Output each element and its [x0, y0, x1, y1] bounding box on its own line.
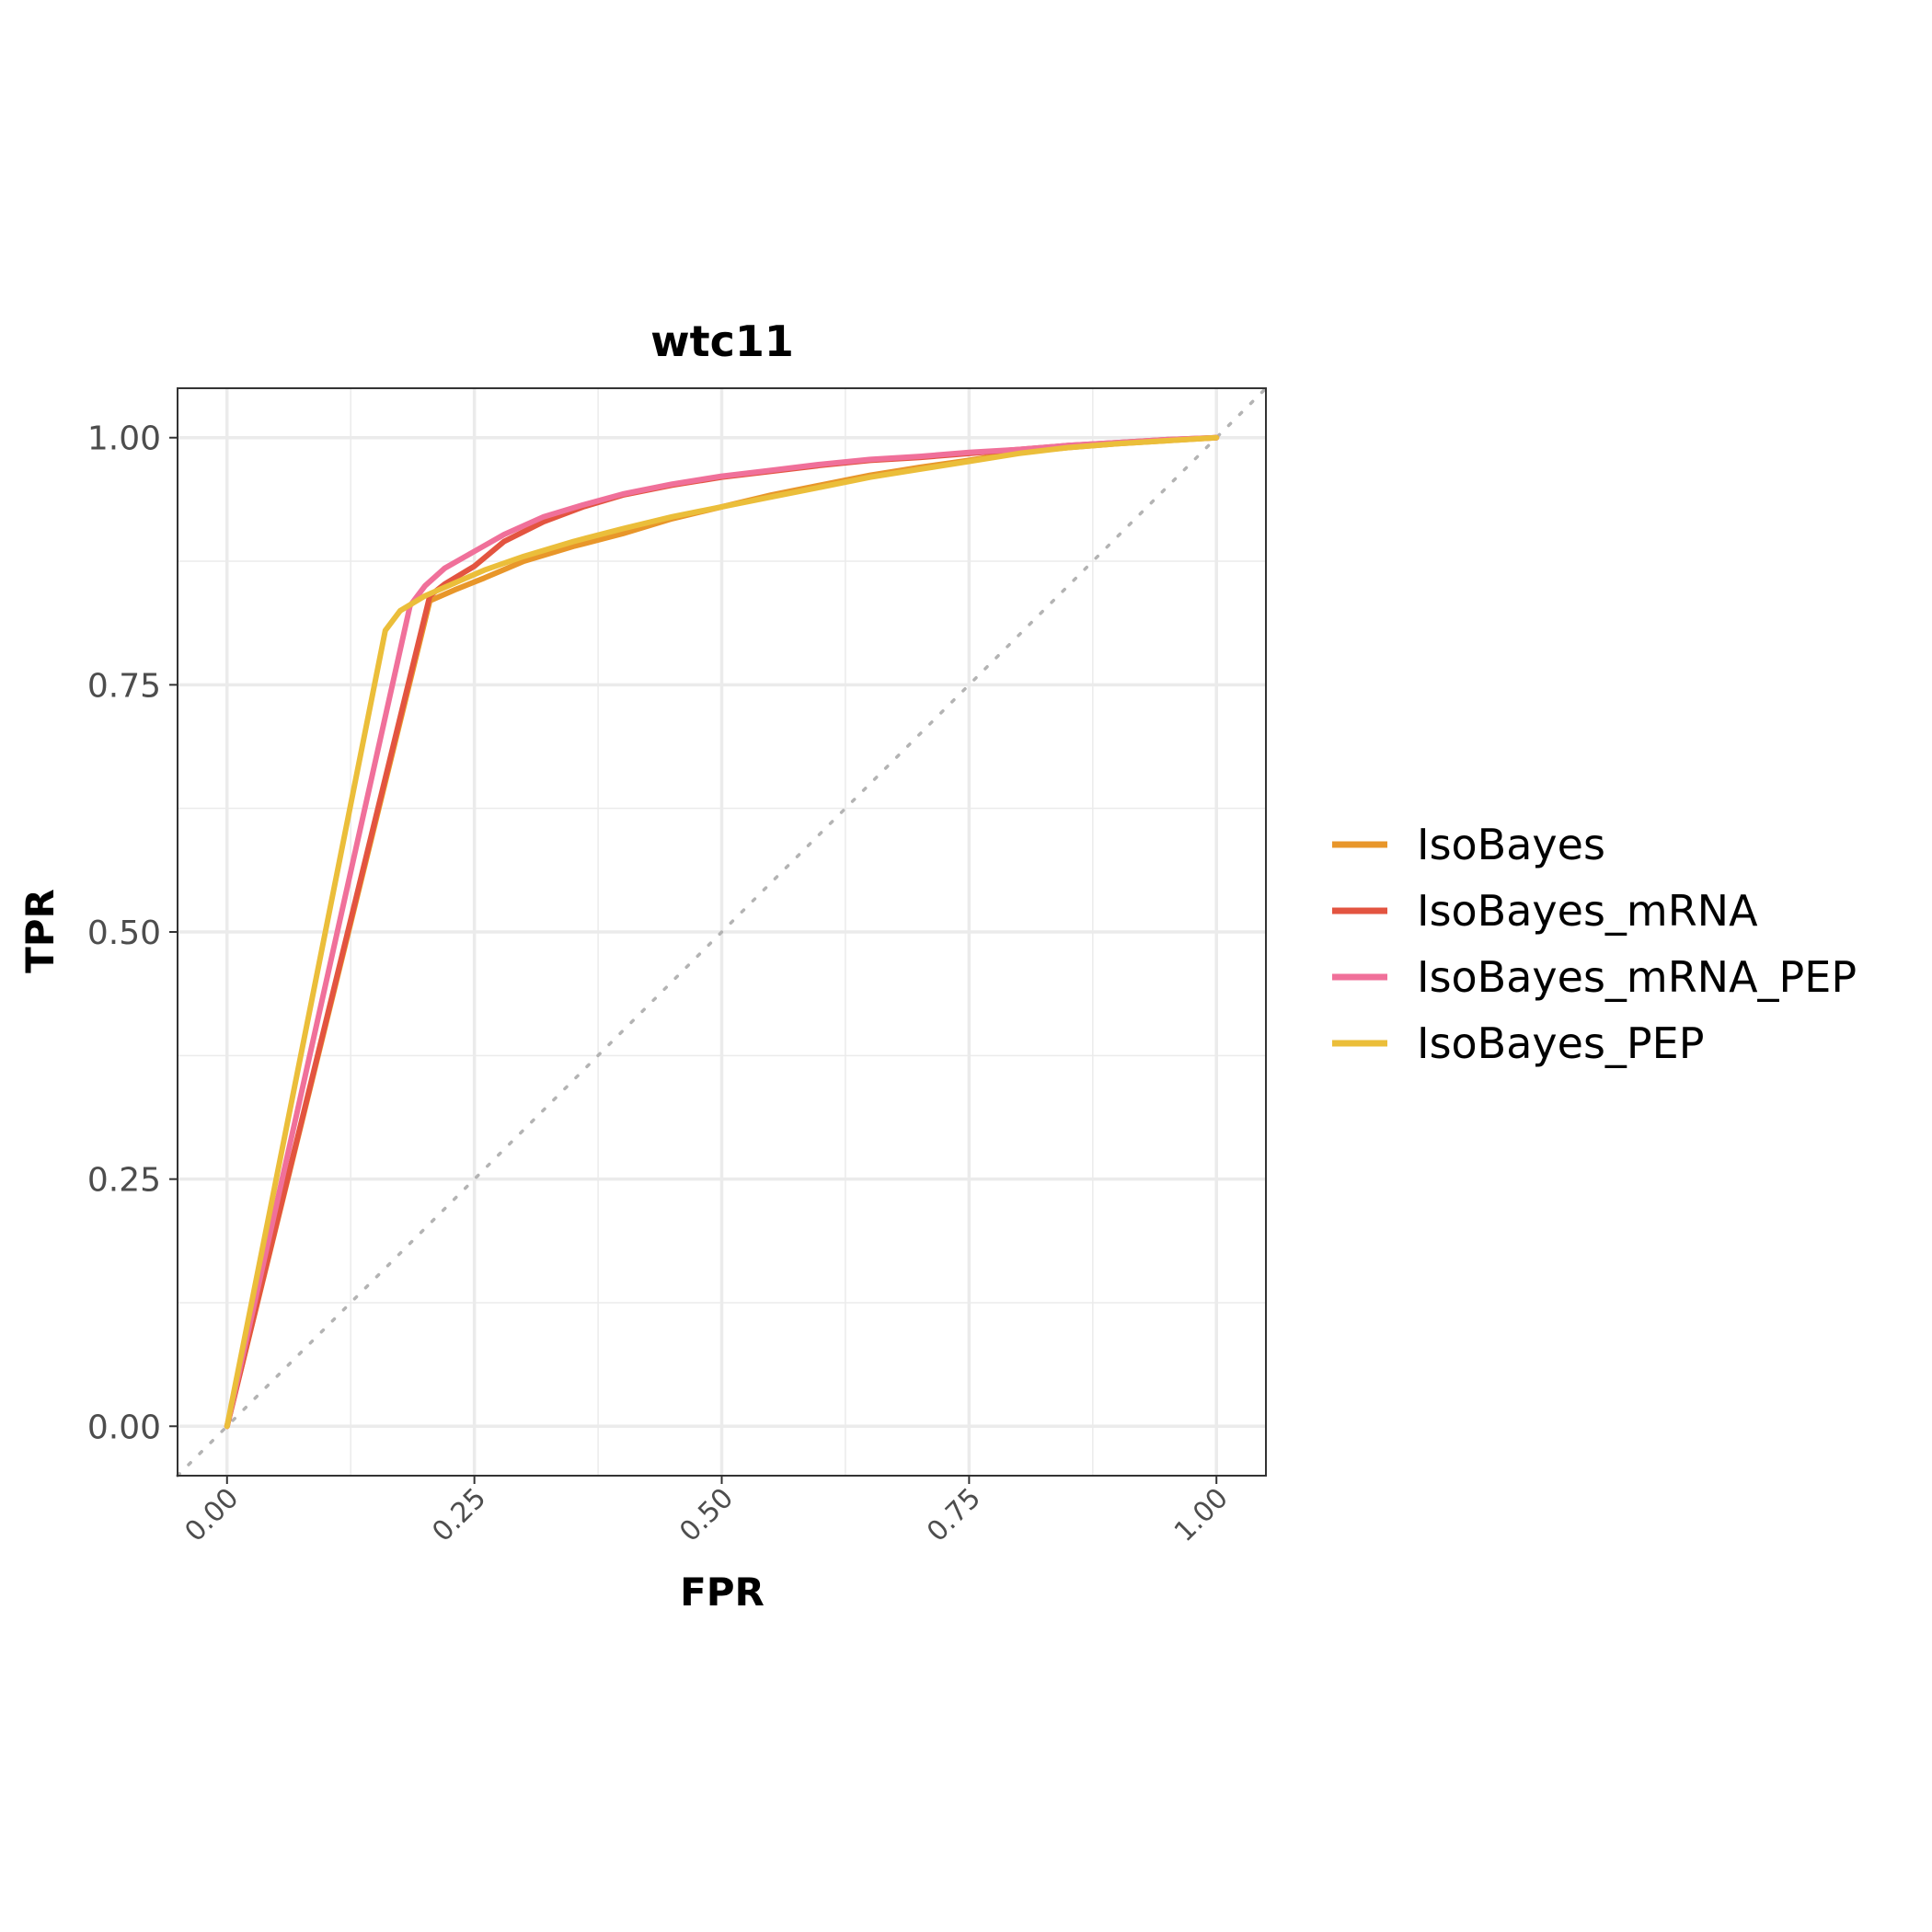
- y-axis-title: TPR: [17, 889, 63, 973]
- y-tick-label: 0.00: [87, 1409, 161, 1446]
- legend-label-isobayes-mrna-pep: IsoBayes_mRNA_PEP: [1417, 952, 1857, 1002]
- x-axis-title: FPR: [680, 1570, 765, 1615]
- legend-label-isobayes-mrna: IsoBayes_mRNA: [1417, 886, 1758, 936]
- legend-label-isobayes: IsoBayes: [1417, 820, 1605, 869]
- x-tick-label: 0.75: [921, 1482, 987, 1548]
- legend: IsoBayes IsoBayes_mRNA IsoBayes_mRNA_PEP Is…: [1332, 820, 1857, 1068]
- reference-diagonal-line: [176, 386, 1268, 1478]
- series-line-isobayes-pep: [224, 434, 1220, 1430]
- series-lines: [224, 434, 1220, 1430]
- chart-title: wtc11: [650, 316, 794, 366]
- y-tick-label: 0.25: [87, 1162, 161, 1200]
- y-tick-label: 0.50: [87, 914, 161, 952]
- y-tick-label: 1.00: [87, 420, 161, 458]
- x-tick-label: 0.25: [426, 1482, 492, 1548]
- y-tick-label: 0.75: [87, 667, 161, 705]
- reference-diagonal: [176, 386, 1268, 1478]
- x-tick-label: 1.00: [1168, 1482, 1235, 1548]
- legend-label-isobayes-pep: IsoBayes_PEP: [1417, 1018, 1704, 1068]
- x-tick-label: 0.50: [673, 1482, 740, 1548]
- x-tick-label: 0.00: [178, 1482, 245, 1548]
